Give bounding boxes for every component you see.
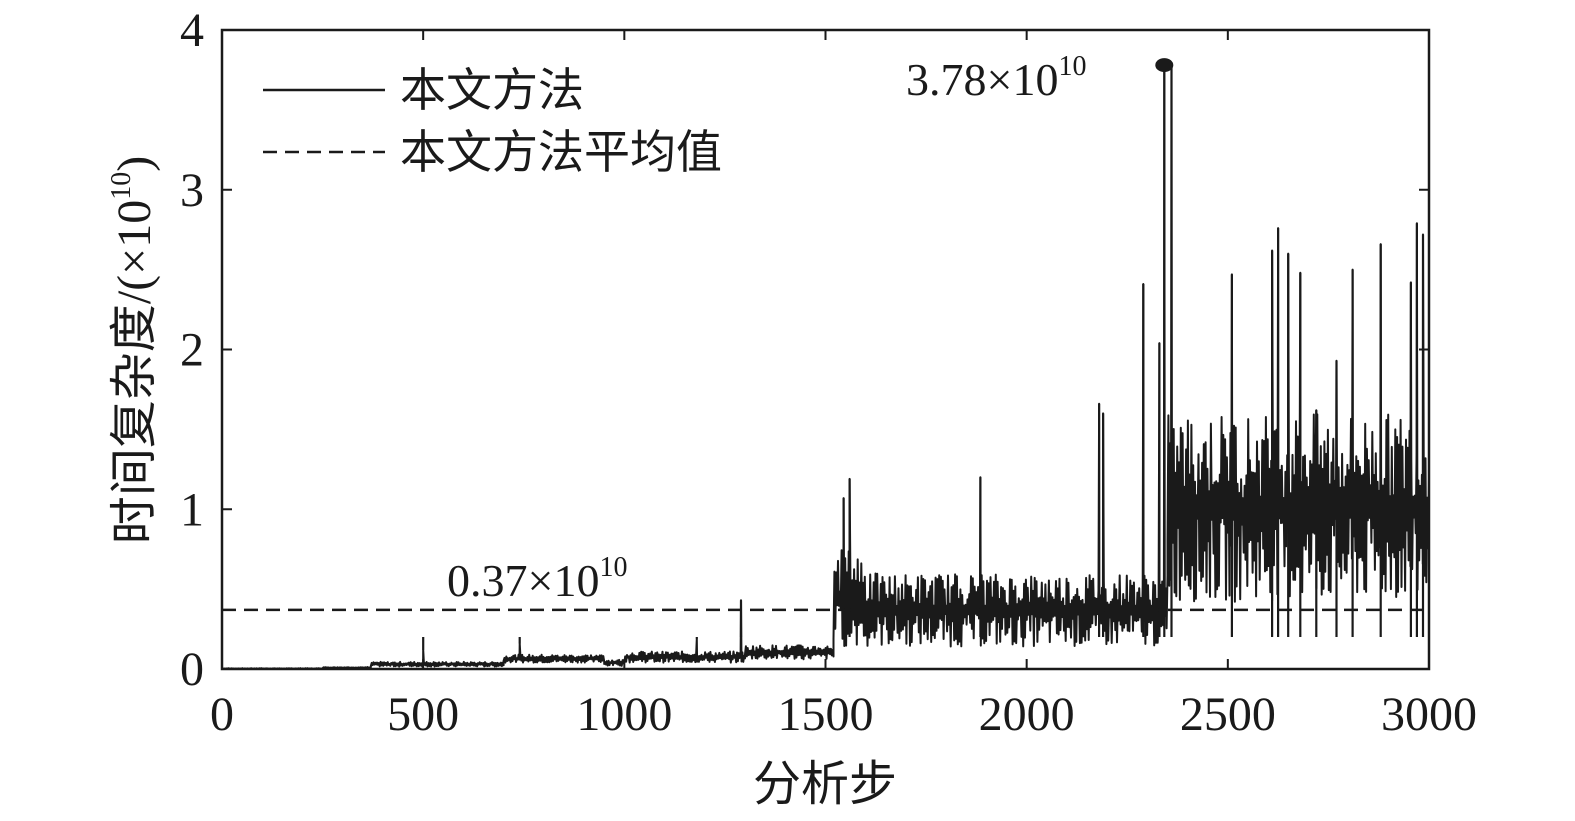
x-axis-label: 分析步 [753, 758, 897, 811]
y-tick-label: 0 [180, 643, 204, 696]
y-tick-label: 2 [180, 324, 204, 377]
legend-label-average: 本文方法平均值 [400, 127, 722, 178]
y-tick-label: 4 [180, 4, 204, 57]
x-tick-label: 2000 [979, 688, 1075, 741]
y-tick-label: 3 [180, 164, 204, 217]
x-tick-label: 1500 [778, 688, 874, 741]
x-tick-label: 3000 [1381, 688, 1477, 741]
peak-marker [1155, 58, 1174, 73]
y-axis-label-text: 时间复杂度/(×10 [108, 200, 161, 544]
y-axis-label-sup: 10 [106, 172, 137, 200]
y-axis-label-close: ) [108, 156, 161, 172]
peak-annotation: 3.78×1010 [906, 51, 1086, 105]
x-tick-label: 0 [210, 688, 234, 741]
x-tick-label: 1000 [576, 688, 672, 741]
average-annotation: 0.37×1010 [447, 552, 627, 606]
average-annotation-base: 0.37×10 [447, 555, 599, 606]
peak-annotation-base: 3.78×10 [906, 54, 1058, 105]
peak-annotation-sup: 10 [1058, 51, 1086, 82]
legend: 本文方法 本文方法平均值 [263, 65, 722, 178]
plot-marks [221, 63, 1430, 670]
x-tick-label: 2500 [1180, 688, 1276, 741]
average-annotation-sup: 10 [599, 552, 627, 583]
y-tick-label: 1 [180, 483, 204, 536]
x-tick-label: 500 [387, 688, 459, 741]
legend-label-method: 本文方法 [400, 65, 584, 116]
y-axis-label: 时间复杂度/(×1010) [106, 156, 161, 544]
axis-ticks: 0 500 1000 1500 2000 2500 3000 0 1 2 3 4 [180, 4, 1477, 741]
